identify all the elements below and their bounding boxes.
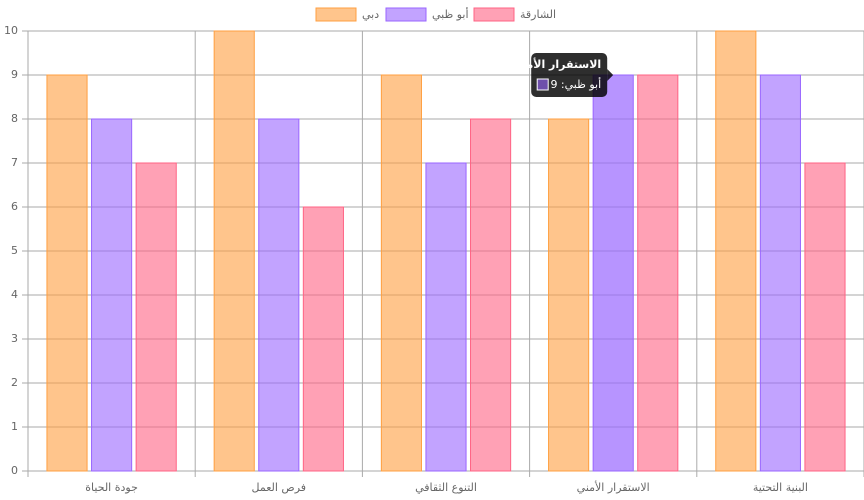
legend-swatch: [385, 7, 427, 22]
bar: [213, 30, 255, 472]
y-tick-label: 8: [11, 112, 18, 125]
legend-label: أبو ظبي: [432, 7, 469, 21]
tooltip-title: الاستقرار الأمني: [511, 57, 601, 71]
x-tick-label: فرص العمل: [252, 481, 307, 494]
legend-label: دبي: [362, 8, 379, 21]
tooltip-box: [531, 53, 608, 97]
bar: [637, 74, 679, 472]
tooltip-body: أبو ظبي: 9: [550, 77, 601, 91]
bar: [380, 74, 422, 472]
x-tick-label: جودة الحياة: [85, 481, 138, 494]
x-tick-label: الاستقرار الأمني: [577, 480, 650, 494]
tooltip-swatch: [536, 78, 549, 91]
legend-swatch: [315, 7, 357, 22]
bar: [302, 206, 344, 472]
bar: [91, 118, 133, 472]
y-tick-label: 5: [11, 244, 18, 257]
y-tick-label: 4: [11, 288, 18, 301]
y-tick-label: 2: [11, 376, 18, 389]
tooltip: الاستقرار الأمني أبو ظبي: 9: [511, 53, 614, 97]
bar: [258, 118, 300, 472]
bar: [715, 30, 757, 472]
bar: [592, 74, 634, 472]
tooltip-caret: [607, 69, 614, 81]
y-tick-label: 9: [11, 68, 18, 81]
bar: [759, 74, 801, 472]
bar: [425, 162, 467, 472]
bar: [46, 74, 88, 472]
x-tick-label: البنية التحتية: [753, 481, 808, 494]
y-tick-label: 7: [11, 156, 18, 169]
legend-swatch: [473, 7, 515, 22]
x-tick-label: التنوع الثقافي: [415, 481, 477, 494]
bar: [804, 162, 846, 472]
legend: دبي أبو ظبي الشارقة: [315, 7, 556, 22]
bar: [135, 162, 177, 472]
y-tick-label: 10: [4, 24, 18, 37]
y-tick-label: 1: [11, 420, 18, 433]
y-tick-label: 0: [11, 464, 18, 477]
y-tick-label: 3: [11, 332, 18, 345]
legend-label: الشارقة: [520, 8, 556, 21]
y-tick-label: 6: [11, 200, 18, 213]
bar: [548, 118, 590, 472]
bar: [470, 118, 512, 472]
